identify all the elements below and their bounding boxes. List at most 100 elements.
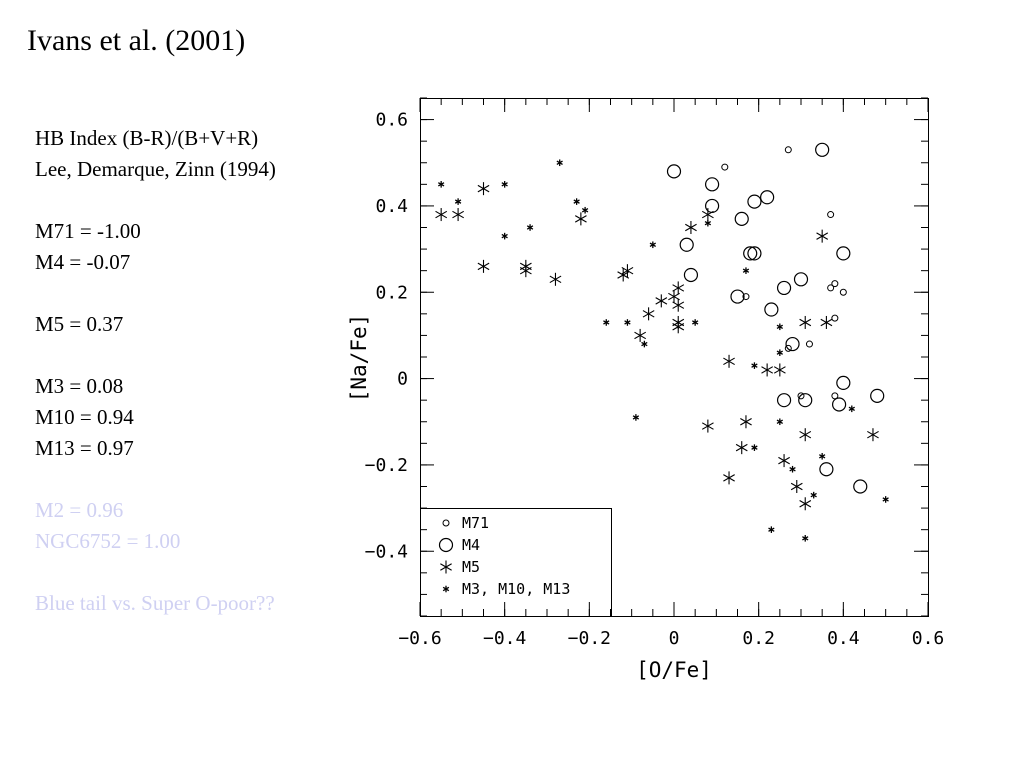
data-point — [683, 267, 699, 283]
data-point — [760, 190, 775, 205]
data-point — [836, 375, 851, 390]
data-point — [679, 237, 694, 252]
data-point — [641, 340, 648, 348]
legend-label: M4 — [462, 536, 480, 554]
m13-index: M13 = 0.97 — [35, 436, 134, 460]
data-point — [773, 363, 786, 377]
plot-frame — [420, 98, 929, 617]
data-point — [691, 319, 699, 326]
data-point — [437, 181, 445, 188]
data-point — [784, 344, 792, 352]
m5-index: M5 = 0.37 — [35, 312, 124, 336]
data-point — [776, 349, 784, 356]
data-point — [477, 182, 490, 196]
data-point — [820, 315, 833, 329]
legend: M71 M4 M5 M3, M10, M13 — [420, 508, 612, 617]
m71-index: M71 = -1.00 — [35, 219, 141, 243]
data-point — [867, 428, 879, 442]
data-point — [776, 323, 784, 331]
m4-index: M4 = -0.07 — [35, 250, 131, 274]
data-point — [784, 146, 792, 154]
data-point — [603, 319, 610, 326]
data-point — [477, 259, 490, 273]
data-point — [642, 307, 655, 321]
data-point — [831, 314, 839, 322]
x-tick-label: −0.4 — [483, 628, 526, 649]
data-point — [776, 418, 784, 426]
data-point — [799, 315, 812, 329]
legend-label: M71 — [462, 514, 489, 532]
axis-tick-labels: −0.6 −0.4 −0.2 0 0.2 0.4 0.6 −0.4 −0.2 0 0.2 0.4 0.6 — [365, 110, 945, 649]
blue-tail-question: Blue tail vs. Super O-poor?? — [35, 591, 275, 615]
m2-index: M2 = 0.96 — [35, 498, 124, 522]
data-point — [666, 164, 682, 179]
data-point — [778, 454, 790, 468]
data-point — [747, 246, 762, 261]
y-tick-label: −0.2 — [365, 455, 408, 476]
data-point — [751, 362, 758, 369]
data-point — [768, 526, 775, 533]
data-point — [501, 232, 508, 240]
data-point — [685, 221, 697, 234]
legend-entry: M4 — [438, 536, 480, 554]
data-point — [734, 211, 749, 226]
data-point — [853, 479, 868, 494]
data-point — [519, 264, 532, 278]
data-point — [831, 280, 839, 288]
legend-marker — [438, 537, 454, 553]
notes-panel: HB Index (B-R)/(B+V+R) Lee, Demarque, Zi… — [35, 123, 335, 619]
m10-index: M10 = 0.94 — [35, 405, 134, 429]
data-point — [723, 471, 735, 485]
legend-marker — [442, 585, 450, 593]
y-tick-label: 0.2 — [375, 282, 408, 303]
data-point — [501, 181, 508, 188]
x-tick-label: 0.6 — [912, 628, 945, 649]
data-point — [573, 198, 580, 205]
legend-box — [420, 508, 612, 617]
data-point — [621, 264, 634, 278]
data-point — [556, 159, 563, 167]
data-point — [743, 246, 758, 261]
data-point — [810, 491, 817, 499]
data-point — [742, 293, 750, 301]
data-point — [730, 289, 745, 304]
data-point — [735, 441, 748, 455]
y-tick-label: 0.4 — [375, 196, 408, 217]
y-tick-label: 0 — [397, 369, 408, 390]
data-point — [454, 198, 462, 205]
data-point — [797, 392, 805, 400]
legend-marker — [442, 519, 450, 527]
data-point — [798, 393, 813, 408]
data-point — [526, 224, 534, 231]
data-point — [764, 302, 779, 317]
data-point — [704, 219, 712, 227]
data-point — [839, 288, 847, 296]
series-2 — [435, 182, 879, 511]
x-tick-label: −0.6 — [398, 628, 441, 649]
data-point — [848, 405, 855, 413]
data-point — [870, 388, 885, 403]
data-point — [655, 294, 668, 308]
legend-entry: M71 — [442, 514, 489, 532]
data-point — [574, 212, 587, 226]
data-point — [721, 163, 729, 171]
data-point — [836, 246, 851, 261]
legend-label: M5 — [462, 558, 480, 576]
data-point — [790, 480, 803, 493]
data-point — [785, 336, 800, 352]
data-point — [816, 229, 829, 243]
y-tick-label: 0.6 — [375, 110, 408, 131]
series-3 — [437, 159, 889, 542]
data-point — [632, 414, 640, 421]
x-tick-label: 0 — [669, 628, 680, 649]
data-point — [799, 497, 812, 511]
data-point — [701, 208, 714, 222]
data-point — [799, 428, 812, 442]
legend-entry: M5 — [440, 558, 480, 576]
data-point — [624, 319, 631, 326]
data-point — [672, 281, 685, 295]
m3-index: M3 = 0.08 — [35, 374, 124, 398]
data-point — [701, 419, 714, 433]
legend-entry: M3, M10, M13 — [442, 580, 570, 598]
